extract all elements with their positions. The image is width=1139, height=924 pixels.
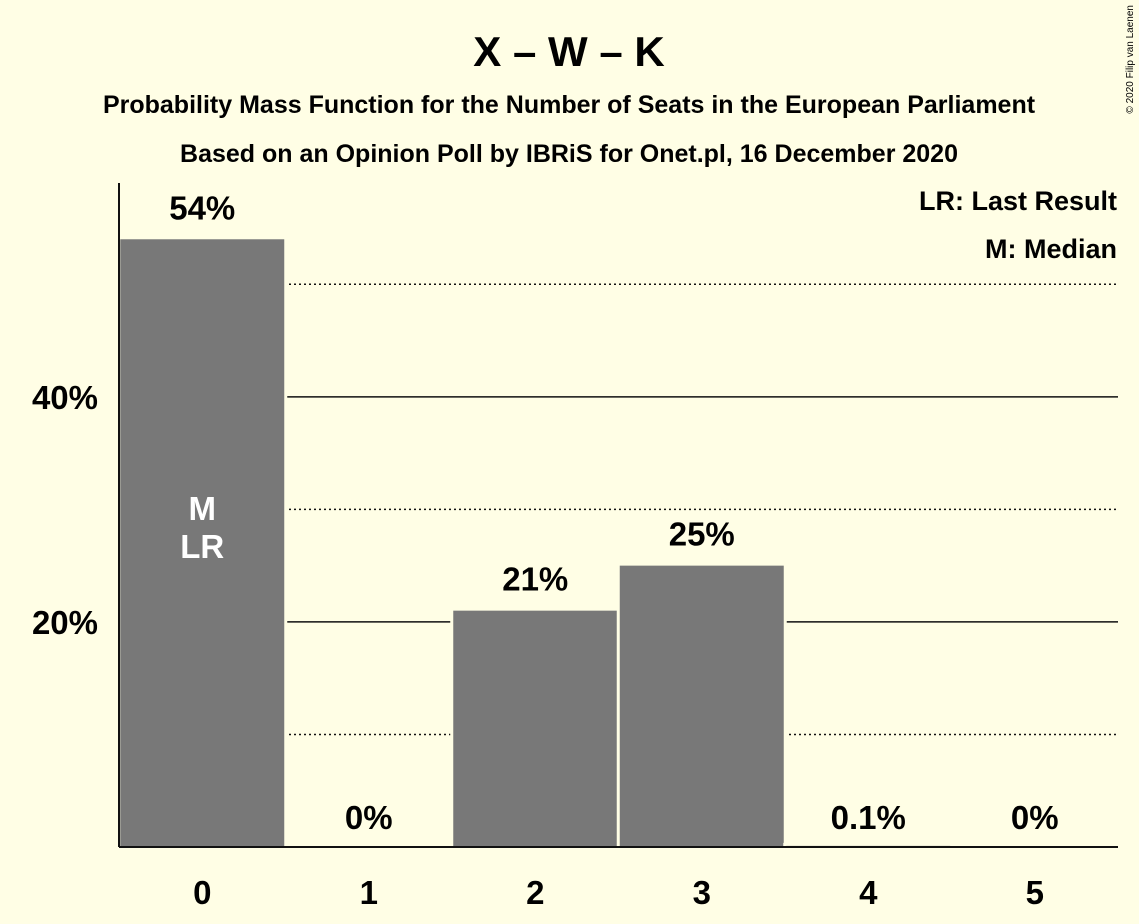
legend-median: M: Median xyxy=(985,234,1117,264)
axes xyxy=(118,183,1118,848)
chart-title: X – W – K xyxy=(473,28,664,75)
y-tick-label: 20% xyxy=(32,604,98,641)
bar xyxy=(120,239,285,847)
x-tick-label: 0 xyxy=(193,874,211,911)
bar-annotation: LR xyxy=(180,528,224,565)
chart-subtitle-line-2: Based on an Opinion Poll by IBRiS for On… xyxy=(180,140,958,168)
bar xyxy=(619,565,784,847)
value-label: 0% xyxy=(345,799,393,836)
chart-subtitle-line-1: Probability Mass Function for the Number… xyxy=(103,91,1036,119)
bar xyxy=(453,610,618,847)
bar-halo xyxy=(783,842,954,847)
y-tick-label: 40% xyxy=(32,379,98,416)
x-tick-label: 1 xyxy=(360,874,378,911)
x-tick-label: 4 xyxy=(859,874,878,911)
value-label: 54% xyxy=(169,189,235,226)
value-label: 21% xyxy=(502,561,568,598)
bar-annotation: M xyxy=(189,490,217,527)
value-label: 25% xyxy=(669,516,735,553)
x-tick-label: 5 xyxy=(1026,874,1044,911)
legend-last-result: LR: Last Result xyxy=(919,186,1117,216)
x-tick-label: 2 xyxy=(526,874,544,911)
value-label: 0% xyxy=(1011,799,1059,836)
copyright-notice: © 2020 Filip van Laenen xyxy=(1125,5,1136,114)
x-tick-label: 3 xyxy=(693,874,711,911)
bars xyxy=(117,236,954,847)
value-label: 0.1% xyxy=(831,799,906,836)
